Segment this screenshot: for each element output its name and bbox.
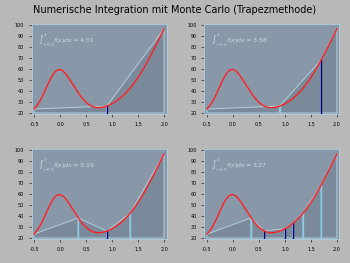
Polygon shape (207, 106, 280, 113)
Polygon shape (34, 218, 78, 238)
Text: $\int_{-0.5}^{2} f(x)dx \approx 3.19$: $\int_{-0.5}^{2} f(x)dx \approx 3.19$ (38, 158, 95, 174)
Polygon shape (303, 185, 321, 238)
Polygon shape (107, 29, 164, 113)
Polygon shape (130, 154, 164, 238)
Text: Numerische Integration mit Monte Carlo (Trapezmethode): Numerische Integration mit Monte Carlo (… (34, 5, 316, 15)
Polygon shape (280, 60, 321, 113)
Polygon shape (207, 218, 251, 238)
Polygon shape (264, 229, 285, 238)
Polygon shape (285, 224, 293, 238)
Polygon shape (321, 154, 337, 238)
Text: $\int_{-0.5}^{2} f(x)dx \approx 4.01$: $\int_{-0.5}^{2} f(x)dx \approx 4.01$ (38, 33, 95, 49)
Polygon shape (78, 218, 107, 238)
Polygon shape (34, 106, 107, 113)
Text: $\int_{-0.5}^{2} f(x)dx \approx 3.27$: $\int_{-0.5}^{2} f(x)dx \approx 3.27$ (211, 158, 267, 174)
Polygon shape (293, 213, 303, 238)
Text: $\int_{-0.5}^{2} f(x)dx \approx 3.58$: $\int_{-0.5}^{2} f(x)dx \approx 3.58$ (211, 33, 268, 49)
Polygon shape (251, 218, 264, 238)
Polygon shape (107, 213, 130, 238)
Polygon shape (321, 29, 337, 113)
